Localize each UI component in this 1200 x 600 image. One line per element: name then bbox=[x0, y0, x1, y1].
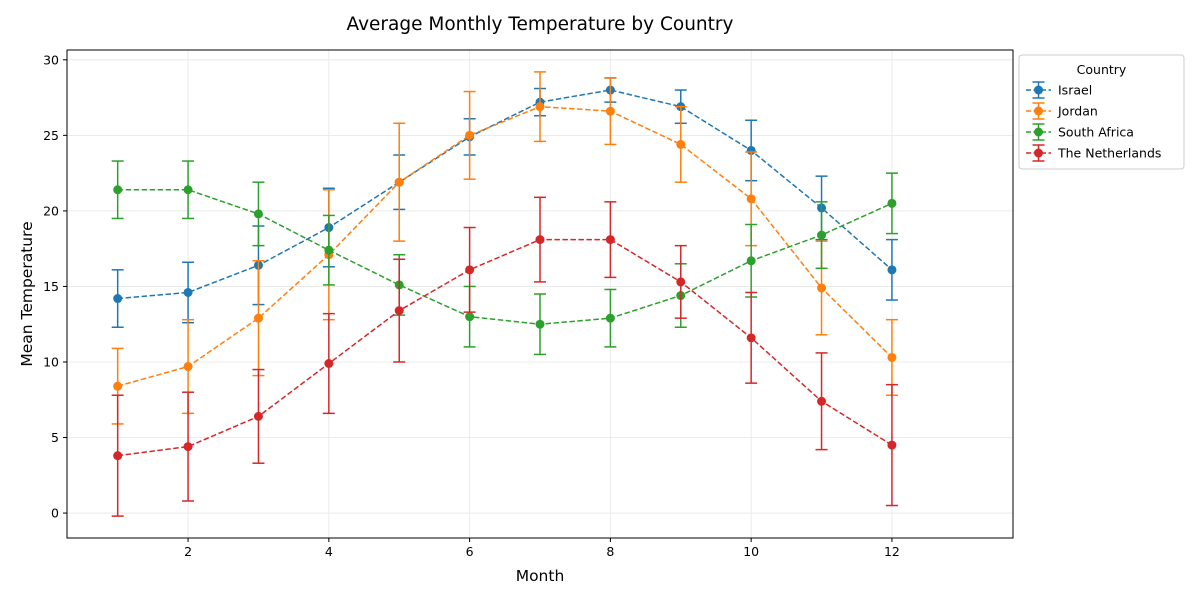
y-axis-label: Mean Temperature bbox=[18, 221, 36, 366]
data-point bbox=[676, 277, 686, 287]
data-point bbox=[183, 442, 193, 452]
axes-ticks: 2 4 6 8 10 12 0 5 10 15 20 25 30 bbox=[43, 52, 900, 559]
data-point bbox=[817, 396, 827, 406]
series-line bbox=[117, 238, 893, 457]
x-tick-label: 8 bbox=[606, 544, 614, 559]
legend-entry-3: The Netherlands bbox=[1026, 144, 1161, 162]
legend-label: South Africa bbox=[1058, 125, 1134, 140]
data-point bbox=[113, 451, 123, 461]
y-tick-label: 15 bbox=[43, 279, 59, 294]
data-point bbox=[746, 256, 756, 266]
y-tick-label: 20 bbox=[43, 203, 59, 218]
legend-label: The Netherlands bbox=[1057, 146, 1161, 161]
series-3 bbox=[111, 196, 898, 517]
y-tick-label: 30 bbox=[43, 52, 59, 67]
data-point bbox=[394, 306, 404, 316]
data-point bbox=[887, 265, 897, 275]
data-point bbox=[183, 185, 193, 195]
chart-title: Average Monthly Temperature by Country bbox=[347, 14, 734, 35]
legend-title: Country bbox=[1077, 62, 1127, 77]
data-point bbox=[605, 313, 615, 323]
data-point bbox=[535, 235, 545, 245]
data-point bbox=[324, 245, 334, 255]
legend-label: Jordan bbox=[1057, 104, 1098, 119]
data-point bbox=[394, 177, 404, 187]
legend: Country Israel Jordan South Africa The Nethe… bbox=[1018, 54, 1185, 170]
x-tick-label: 2 bbox=[184, 544, 192, 559]
y-tick-label: 25 bbox=[43, 128, 59, 143]
data-point bbox=[605, 235, 615, 245]
legend-marker bbox=[1034, 106, 1043, 116]
data-point bbox=[183, 287, 193, 297]
data-point bbox=[253, 209, 263, 219]
y-tick-label: 5 bbox=[51, 430, 59, 445]
series-layer bbox=[111, 71, 898, 517]
legend-entry-2: South Africa bbox=[1026, 123, 1134, 141]
data-point bbox=[746, 194, 756, 204]
data-point bbox=[746, 333, 756, 343]
data-point bbox=[817, 283, 827, 293]
data-point bbox=[535, 102, 545, 112]
data-point bbox=[465, 312, 475, 322]
data-point bbox=[535, 319, 545, 329]
data-point bbox=[324, 358, 334, 368]
series-1 bbox=[111, 71, 898, 425]
series-line bbox=[117, 189, 893, 325]
legend-entry-0: Israel bbox=[1026, 81, 1092, 99]
data-point bbox=[605, 106, 615, 116]
x-tick-label: 10 bbox=[743, 544, 759, 559]
legend-entry-1: Jordan bbox=[1026, 102, 1098, 120]
data-point bbox=[253, 313, 263, 323]
data-point bbox=[113, 294, 123, 304]
data-point bbox=[676, 139, 686, 149]
x-tick-label: 12 bbox=[884, 544, 900, 559]
legend-label: Israel bbox=[1058, 83, 1092, 98]
y-tick-label: 10 bbox=[43, 354, 59, 369]
plot-area-frame bbox=[66, 49, 1014, 539]
x-tick-label: 6 bbox=[466, 544, 474, 559]
legend-marker bbox=[1034, 148, 1043, 158]
series-line bbox=[117, 105, 893, 387]
data-point bbox=[887, 440, 897, 450]
data-point bbox=[113, 381, 123, 391]
data-point bbox=[817, 230, 827, 240]
data-point bbox=[183, 362, 193, 372]
data-point bbox=[887, 198, 897, 208]
data-point bbox=[465, 265, 475, 275]
legend-box bbox=[1018, 54, 1185, 170]
y-tick-label: 0 bbox=[51, 506, 59, 521]
data-point bbox=[887, 352, 897, 362]
data-point bbox=[253, 411, 263, 421]
x-tick-label: 4 bbox=[325, 544, 333, 559]
x-axis-label: Month bbox=[516, 567, 565, 585]
series-line bbox=[117, 89, 893, 300]
data-point bbox=[465, 130, 475, 140]
legend-marker bbox=[1034, 85, 1043, 95]
legend-marker bbox=[1034, 127, 1043, 137]
data-point bbox=[113, 185, 123, 195]
